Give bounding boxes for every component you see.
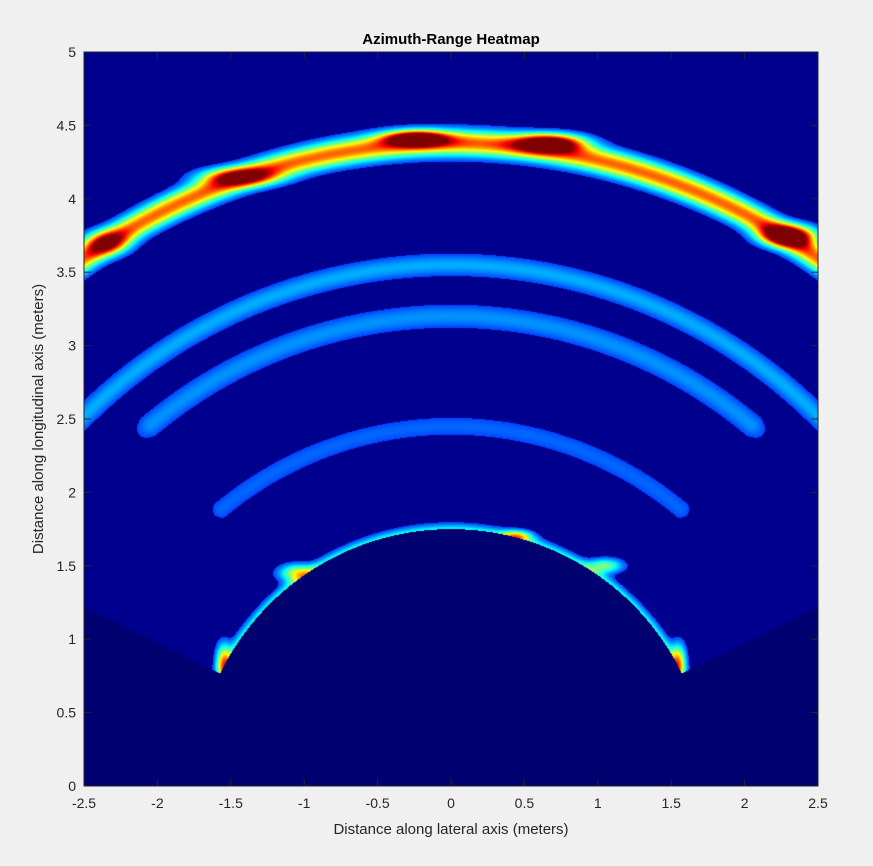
x-tick-label: 0 — [447, 795, 455, 811]
x-tick-label: -2 — [151, 795, 164, 811]
heatmap-image — [84, 52, 818, 786]
y-tick-label: 2 — [68, 484, 76, 500]
y-tick-label: 4.5 — [57, 117, 77, 133]
y-tick-label: 4 — [68, 191, 76, 207]
x-tick-label: 2.5 — [808, 795, 828, 811]
x-tick-label: 1 — [594, 795, 602, 811]
x-tick-label: 1.5 — [661, 795, 681, 811]
y-axis-label: Distance along longitudinal axis (meters… — [30, 284, 47, 554]
x-tick-label: -2.5 — [72, 795, 96, 811]
y-tick-label: 3 — [68, 338, 76, 354]
x-tick-label: 0.5 — [515, 795, 535, 811]
y-tick-label: 3.5 — [57, 264, 77, 280]
y-tick-label: 1.5 — [57, 558, 77, 574]
x-tick-label: -1 — [298, 795, 311, 811]
y-axis-ticks: 0 0.5 1 1.5 2 2.5 3 3.5 4 4.5 5 — [57, 44, 818, 794]
x-tick-label: 2 — [741, 795, 749, 811]
plot-area — [83, 51, 819, 787]
heatmap-image-container — [84, 52, 818, 786]
chart-title: Azimuth-Range Heatmap — [362, 31, 540, 48]
x-tick-label: -1.5 — [219, 795, 243, 811]
y-tick-label: 2.5 — [57, 411, 77, 427]
y-tick-label: 0.5 — [57, 705, 77, 721]
x-axis-label: Distance along lateral axis (meters) — [333, 821, 568, 838]
x-axis-ticks: -2.5 -2 -1.5 -1 -0.5 0 0.5 1 1.5 2 2.5 — [72, 52, 828, 811]
y-tick-label: 1 — [68, 631, 76, 647]
y-tick-label: 0 — [68, 778, 76, 794]
x-tick-label: -0.5 — [366, 795, 390, 811]
y-tick-label: 5 — [68, 44, 76, 60]
